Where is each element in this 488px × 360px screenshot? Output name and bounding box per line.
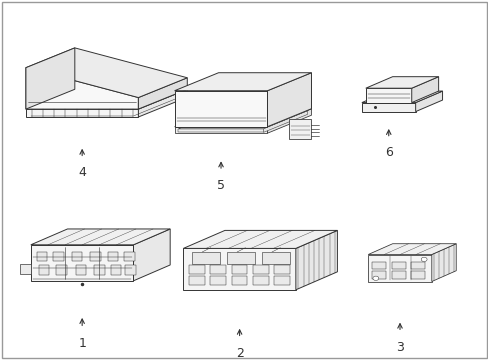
- Polygon shape: [183, 230, 337, 248]
- Polygon shape: [391, 262, 405, 269]
- Polygon shape: [431, 244, 455, 282]
- Polygon shape: [410, 271, 425, 279]
- Polygon shape: [367, 244, 455, 255]
- Text: 2: 2: [235, 347, 243, 360]
- Polygon shape: [57, 265, 66, 275]
- Text: 3: 3: [395, 341, 403, 354]
- Polygon shape: [111, 265, 121, 275]
- Polygon shape: [210, 276, 225, 285]
- Polygon shape: [371, 271, 385, 279]
- Polygon shape: [138, 78, 187, 109]
- Polygon shape: [125, 265, 135, 275]
- Polygon shape: [26, 89, 187, 109]
- Polygon shape: [26, 48, 187, 98]
- Polygon shape: [361, 91, 442, 103]
- Polygon shape: [188, 265, 204, 274]
- Polygon shape: [274, 276, 290, 285]
- Text: 4: 4: [78, 166, 86, 179]
- Polygon shape: [174, 73, 311, 91]
- Polygon shape: [391, 271, 405, 279]
- Polygon shape: [371, 262, 385, 269]
- Polygon shape: [365, 77, 438, 88]
- Polygon shape: [411, 77, 438, 103]
- Polygon shape: [253, 276, 268, 285]
- Polygon shape: [20, 264, 31, 274]
- Polygon shape: [231, 265, 247, 274]
- Circle shape: [420, 257, 426, 261]
- Polygon shape: [289, 119, 311, 139]
- Polygon shape: [253, 265, 268, 274]
- Circle shape: [372, 276, 378, 280]
- Polygon shape: [178, 111, 307, 129]
- Polygon shape: [76, 265, 86, 275]
- Polygon shape: [410, 262, 425, 269]
- Polygon shape: [31, 229, 170, 245]
- Polygon shape: [210, 265, 225, 274]
- Text: 1: 1: [78, 337, 86, 350]
- Polygon shape: [26, 109, 138, 117]
- Polygon shape: [174, 109, 311, 127]
- Polygon shape: [53, 252, 63, 261]
- Text: 6: 6: [384, 146, 392, 159]
- Polygon shape: [178, 129, 263, 132]
- Polygon shape: [174, 91, 267, 127]
- Polygon shape: [133, 229, 170, 281]
- Polygon shape: [267, 73, 311, 127]
- Polygon shape: [37, 252, 47, 261]
- Polygon shape: [367, 255, 431, 282]
- Polygon shape: [262, 252, 290, 264]
- Polygon shape: [274, 265, 290, 274]
- Polygon shape: [415, 91, 442, 112]
- Polygon shape: [39, 265, 49, 275]
- Polygon shape: [361, 103, 415, 112]
- Polygon shape: [108, 252, 118, 261]
- Polygon shape: [90, 252, 101, 261]
- Polygon shape: [124, 252, 134, 261]
- Polygon shape: [188, 276, 204, 285]
- Polygon shape: [26, 48, 75, 109]
- Polygon shape: [138, 89, 187, 117]
- Polygon shape: [192, 252, 220, 264]
- Polygon shape: [183, 248, 295, 290]
- Polygon shape: [174, 127, 267, 133]
- Polygon shape: [227, 252, 255, 264]
- Polygon shape: [231, 276, 247, 285]
- Polygon shape: [26, 68, 138, 109]
- Polygon shape: [267, 109, 311, 133]
- Polygon shape: [94, 265, 104, 275]
- Polygon shape: [72, 252, 82, 261]
- Polygon shape: [295, 230, 337, 290]
- Polygon shape: [31, 245, 133, 281]
- Text: 5: 5: [217, 179, 224, 192]
- Polygon shape: [365, 88, 411, 103]
- Polygon shape: [263, 111, 307, 132]
